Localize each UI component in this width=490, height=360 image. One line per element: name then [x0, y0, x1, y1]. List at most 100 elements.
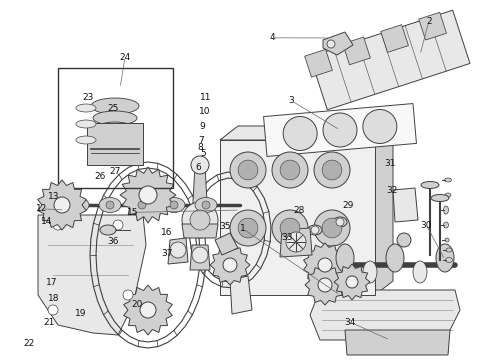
Circle shape [113, 220, 123, 230]
Text: 3: 3 [289, 96, 294, 105]
Text: 37: 37 [161, 249, 172, 258]
Polygon shape [323, 32, 353, 55]
Ellipse shape [91, 98, 139, 114]
Circle shape [230, 210, 266, 246]
Circle shape [54, 197, 70, 213]
Polygon shape [264, 104, 416, 157]
Text: 25: 25 [107, 104, 119, 113]
Ellipse shape [131, 198, 153, 212]
Circle shape [327, 40, 335, 48]
Circle shape [230, 152, 266, 188]
Text: 27: 27 [109, 166, 121, 176]
Circle shape [139, 186, 157, 204]
Circle shape [53, 220, 63, 230]
Text: 2: 2 [426, 17, 432, 26]
Circle shape [272, 210, 308, 246]
Text: 11: 11 [200, 93, 212, 102]
Polygon shape [87, 123, 143, 165]
Text: 19: 19 [75, 309, 87, 318]
Bar [58, 68, 173, 188]
Text: 13: 13 [48, 192, 60, 201]
Ellipse shape [446, 248, 452, 252]
Circle shape [280, 218, 300, 238]
Ellipse shape [308, 225, 322, 235]
Ellipse shape [445, 257, 452, 262]
Polygon shape [120, 167, 176, 223]
Text: 14: 14 [41, 217, 52, 226]
Text: 30: 30 [420, 220, 432, 230]
Polygon shape [210, 245, 250, 285]
Ellipse shape [163, 198, 185, 212]
Ellipse shape [99, 198, 121, 212]
Polygon shape [215, 233, 238, 255]
Ellipse shape [67, 198, 89, 212]
Text: 15: 15 [126, 208, 138, 217]
Ellipse shape [386, 244, 404, 272]
Text: 23: 23 [82, 93, 94, 102]
Polygon shape [305, 265, 345, 305]
Text: 34: 34 [344, 318, 356, 327]
Polygon shape [310, 290, 460, 340]
Text: 33: 33 [281, 233, 293, 242]
Text: 4: 4 [269, 33, 275, 42]
Polygon shape [343, 37, 370, 65]
Text: 9: 9 [199, 122, 205, 131]
Ellipse shape [76, 136, 96, 144]
Ellipse shape [170, 201, 178, 209]
Text: 36: 36 [107, 237, 119, 246]
Text: 31: 31 [384, 159, 395, 168]
Ellipse shape [444, 178, 451, 182]
Circle shape [238, 218, 258, 238]
Ellipse shape [195, 198, 217, 212]
Ellipse shape [363, 261, 377, 283]
Polygon shape [192, 165, 208, 220]
Polygon shape [280, 228, 312, 257]
Ellipse shape [413, 261, 427, 283]
Ellipse shape [76, 104, 96, 112]
Circle shape [140, 302, 156, 318]
Text: 22: 22 [24, 339, 35, 348]
Text: 16: 16 [161, 228, 172, 237]
Circle shape [363, 109, 397, 144]
Ellipse shape [443, 222, 448, 228]
Circle shape [286, 232, 306, 252]
Text: 29: 29 [342, 201, 354, 210]
Circle shape [190, 210, 210, 230]
Text: 18: 18 [48, 294, 60, 303]
Circle shape [238, 160, 258, 180]
Polygon shape [230, 276, 252, 314]
Circle shape [318, 278, 332, 292]
Circle shape [182, 202, 218, 238]
Circle shape [283, 117, 317, 150]
Text: 21: 21 [43, 318, 55, 327]
Polygon shape [190, 245, 210, 270]
Polygon shape [305, 49, 332, 77]
Polygon shape [220, 126, 393, 140]
Circle shape [346, 276, 358, 288]
Circle shape [272, 152, 308, 188]
Polygon shape [182, 224, 218, 238]
Text: 20: 20 [131, 300, 143, 309]
Polygon shape [303, 243, 346, 287]
Ellipse shape [97, 122, 133, 134]
Circle shape [314, 210, 350, 246]
Polygon shape [310, 10, 470, 110]
Ellipse shape [445, 193, 451, 197]
Ellipse shape [106, 201, 114, 209]
Circle shape [311, 226, 319, 234]
Text: 8: 8 [197, 143, 203, 152]
Circle shape [314, 152, 350, 188]
Circle shape [322, 218, 342, 238]
Polygon shape [345, 330, 450, 355]
Polygon shape [168, 238, 188, 264]
Ellipse shape [76, 120, 96, 128]
Polygon shape [381, 25, 409, 53]
Ellipse shape [431, 194, 449, 202]
Circle shape [170, 242, 186, 258]
Ellipse shape [333, 217, 347, 227]
Text: 12: 12 [36, 204, 48, 213]
Circle shape [280, 160, 300, 180]
Circle shape [336, 218, 344, 226]
Text: 10: 10 [199, 107, 211, 116]
Ellipse shape [336, 244, 354, 272]
